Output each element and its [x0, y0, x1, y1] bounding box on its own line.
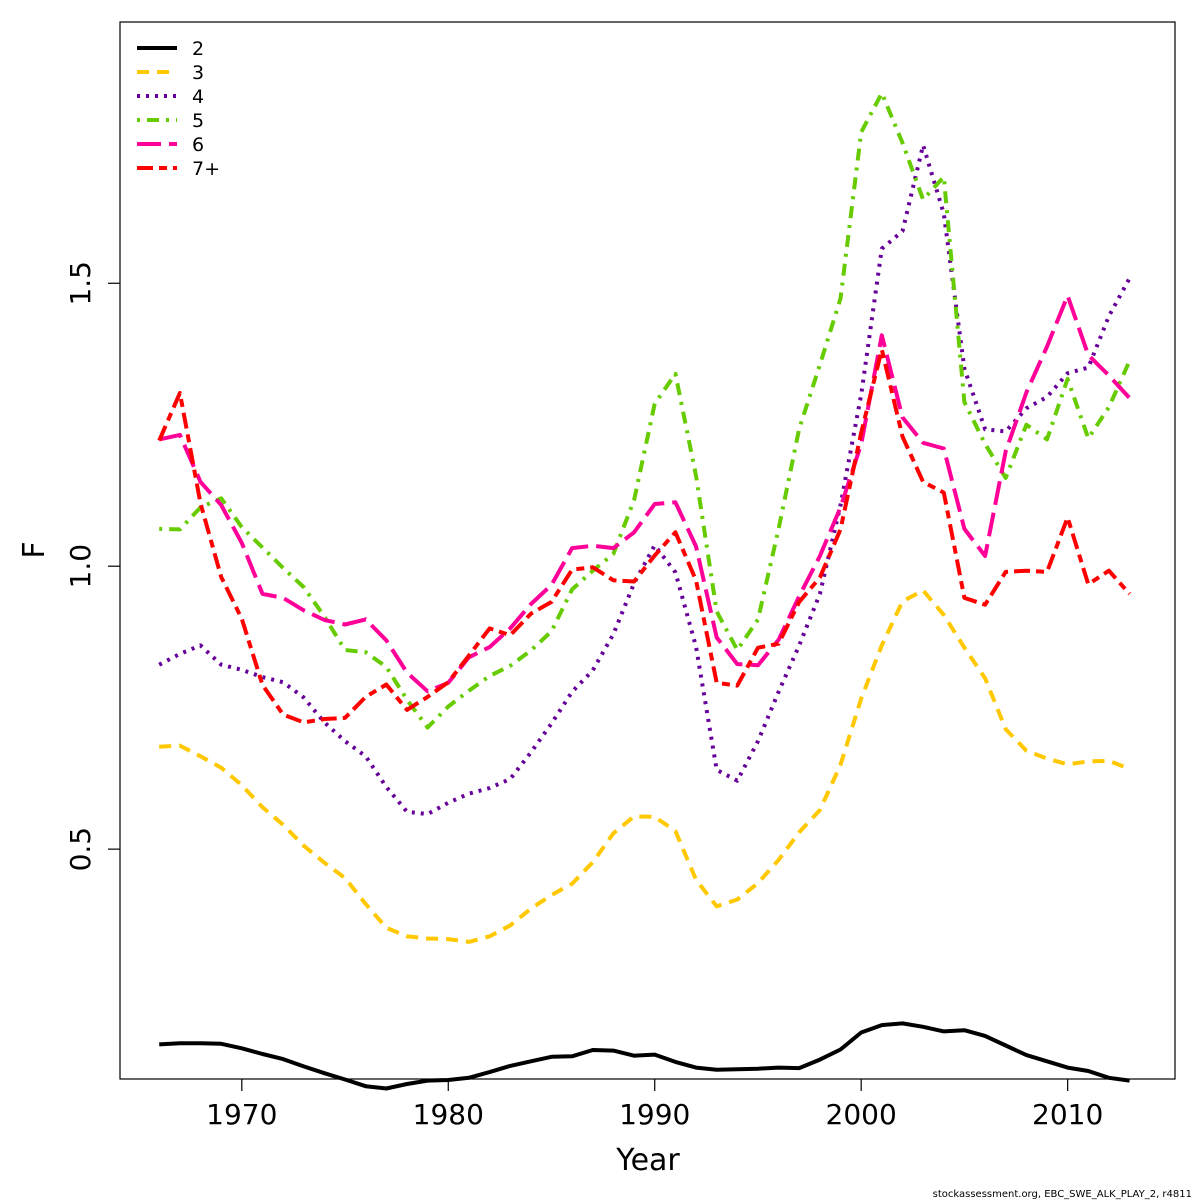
x-tick-label: 1970	[206, 1098, 277, 1131]
x-tick-label: 2010	[1032, 1098, 1103, 1131]
legend-label: 2	[192, 38, 204, 60]
legend-label: 4	[192, 86, 204, 108]
series-line-7plus	[157, 347, 1132, 725]
x-axis-title: Year	[615, 1143, 680, 1178]
series-line-6	[158, 293, 1132, 694]
series-line-5	[159, 91, 1132, 730]
x-tick-label: 2000	[826, 1098, 897, 1131]
x-axis: 1970 1980 1990 2000 2010	[206, 1079, 1103, 1131]
x-tick-label: 1980	[413, 1098, 484, 1131]
y-axis: 0.5 1.0 1.5	[64, 261, 120, 871]
footer-text: stockassessment.org, EBC_SWE_ALK_PLAY_2,…	[933, 1189, 1192, 1200]
legend-label: 6	[192, 134, 204, 156]
series-lines	[157, 91, 1132, 1091]
y-tick-label: 1.5	[64, 261, 97, 306]
series-line-4	[158, 143, 1132, 817]
y-tick-label: 0.5	[64, 827, 97, 872]
series-line-3	[159, 588, 1131, 944]
plot-frame	[119, 21, 1176, 1080]
x-tick-label: 1990	[619, 1098, 690, 1131]
legend-label: 7+	[192, 158, 220, 180]
legend-label: 5	[192, 110, 204, 132]
y-axis-title: F	[17, 541, 52, 558]
series-line-2	[159, 1021, 1130, 1091]
legend-label: 3	[192, 62, 204, 84]
y-tick-label: 1.0	[64, 544, 97, 589]
